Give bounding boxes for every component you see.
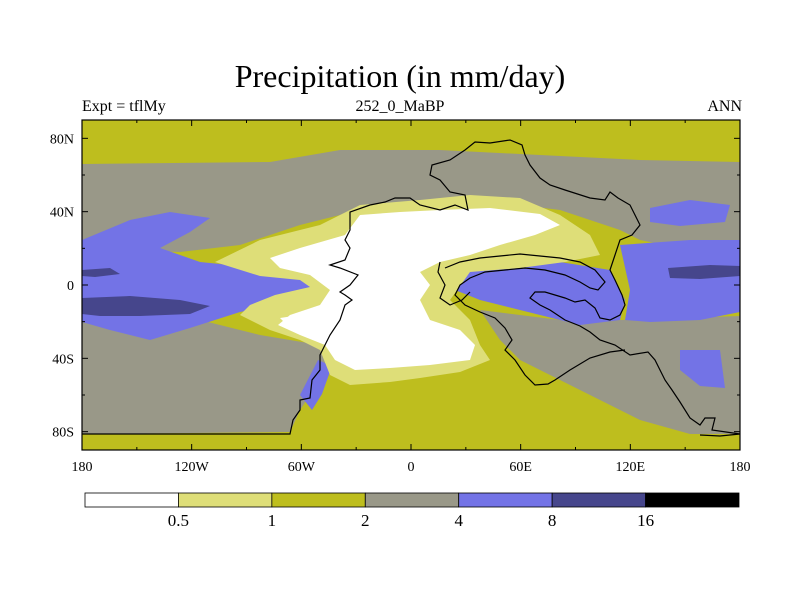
colorbar: 0.5 1 2 4 8 16 [84, 492, 740, 530]
colorbar-label: 4 [454, 511, 463, 530]
x-tick-label: 120E [616, 460, 646, 475]
y-tick-label: 40N [50, 206, 74, 221]
x-tick-label: 180 [72, 460, 93, 475]
pangea-outline [82, 139, 741, 435]
contour-blue-northeast [650, 200, 730, 226]
colorbar-label: 1 [268, 511, 277, 530]
contour-navy-east [668, 265, 740, 279]
chart-title: Precipitation (in mm/day) [234, 58, 566, 94]
colorbar-box [645, 492, 740, 508]
continent-outline [82, 139, 741, 437]
colorbar-label: 16 [637, 511, 654, 530]
colorbar-box [178, 492, 273, 508]
y-axis: 80N 40N 0 40S 80S [50, 132, 74, 440]
time-label: 252_0_MaBP [355, 98, 445, 115]
season-label: ANN [707, 98, 742, 115]
contour-blue-equator [455, 262, 625, 325]
y-tick-label: 40S [52, 352, 74, 367]
contour-dry-core [270, 208, 560, 370]
colorbar-box [364, 492, 460, 508]
x-tick-label: 60E [509, 460, 532, 475]
colorbar-box [551, 492, 646, 508]
x-tick-label: 0 [408, 460, 415, 475]
contour-blue-eastpac [620, 240, 740, 322]
y-tick-label: 0 [67, 279, 74, 294]
contour-navy-small [82, 268, 120, 277]
colorbar-label: 2 [361, 511, 370, 530]
contour-blue-southeast [680, 350, 725, 388]
x-tick-label: 180 [730, 460, 751, 475]
colorbar-box [458, 492, 553, 508]
colorbar-box [271, 492, 366, 508]
colorbar-box [84, 492, 179, 508]
precipitation-field [82, 120, 740, 450]
axis-ticks [81, 120, 741, 450]
contour-dry-band [280, 312, 340, 330]
y-tick-label: 80S [52, 426, 74, 441]
interior-coast [444, 253, 626, 386]
x-tick-label: 120W [175, 460, 210, 475]
colorbar-label: 8 [548, 511, 557, 530]
contour-blue-southwest [300, 360, 332, 410]
contour-gray-east [480, 310, 740, 434]
y-tick-label: 80N [50, 132, 74, 147]
experiment-label: Expt = tflMy [82, 98, 166, 115]
x-tick-label: 60W [288, 460, 316, 475]
contour-navy-west [82, 296, 210, 316]
south-coast [699, 433, 741, 437]
tethys-coast [437, 261, 471, 306]
colorbar-label: 0.5 [168, 511, 189, 530]
x-axis: 180 120W 60W 0 60E 120E 180 [72, 460, 751, 475]
